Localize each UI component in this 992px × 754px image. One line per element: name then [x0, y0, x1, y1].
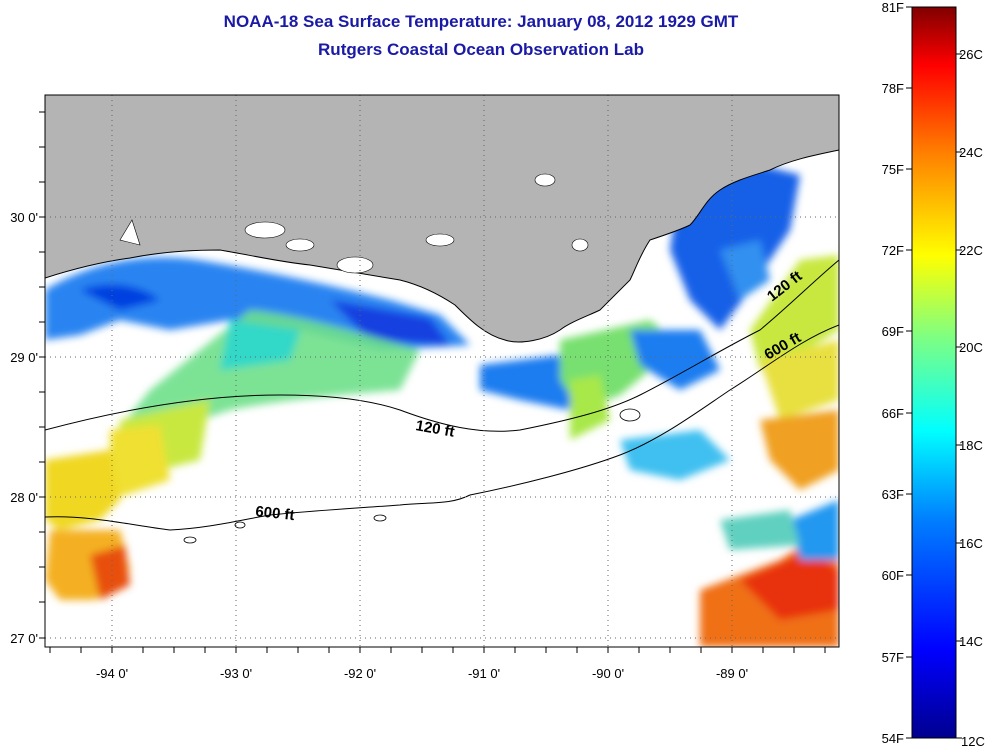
lon-label: -94 0' [96, 666, 128, 681]
map-subtitle: Rutgers Coastal Ocean Observation Lab [318, 40, 644, 59]
colorbar-c-label: 24C [959, 145, 983, 160]
colorbar-c-label: 14C [959, 634, 983, 649]
colorbar-f-label: 69F [882, 324, 904, 339]
contour-600ft [45, 324, 839, 531]
lon-label: -92 0' [344, 666, 376, 681]
colorbar-f-label: 81F [882, 0, 904, 15]
colorbar-c-label: 22C [959, 243, 983, 258]
colorbar-f-label: 75F [882, 162, 904, 177]
contour-label-120-west: 120 ft [414, 417, 456, 441]
colorbar-f-label: 63F [882, 487, 904, 502]
lat-label: 28 0' [10, 490, 38, 505]
colorbar-c-label: 26C [959, 47, 983, 62]
sst-field [45, 165, 839, 647]
colorbar-f-label: 60F [882, 568, 904, 583]
lat-label: 30 0' [10, 210, 38, 225]
colorbar: 81F 78F 75F 72F 69F 66F 63F 60F 57F 54F … [882, 0, 985, 749]
contour-label-600-west: 600 ft [255, 503, 296, 524]
colorbar-f-label: 72F [882, 243, 904, 258]
colorbar-c-label: 18C [959, 438, 983, 453]
lon-label: -93 0' [220, 666, 252, 681]
colorbar-f-label: 54F [882, 731, 904, 746]
map-frame [44, 94, 840, 648]
lon-label: -90 0' [592, 666, 624, 681]
lon-label: -89 0' [716, 666, 748, 681]
colorbar-f-label: 66F [882, 406, 904, 421]
colorbar-f-label: 57F [882, 650, 904, 665]
lat-label: 27 0' [10, 631, 38, 646]
map-ticks [39, 111, 826, 653]
graticule [45, 95, 839, 647]
colorbar-c-label: 20C [959, 340, 983, 355]
colorbar-c-label: 16C [959, 536, 983, 551]
contour-120ft [45, 259, 839, 432]
colorbar-f-label: 78F [882, 81, 904, 96]
map-title: NOAA-18 Sea Surface Temperature: January… [223, 12, 739, 31]
lat-label: 29 0' [10, 350, 38, 365]
land-mass [45, 95, 839, 342]
inland-lakes [119, 173, 589, 274]
colorbar-gradient [911, 6, 957, 739]
map-panel [45, 95, 839, 647]
lon-label: -91 0' [468, 666, 500, 681]
colorbar-c-label: 12C [961, 734, 985, 749]
